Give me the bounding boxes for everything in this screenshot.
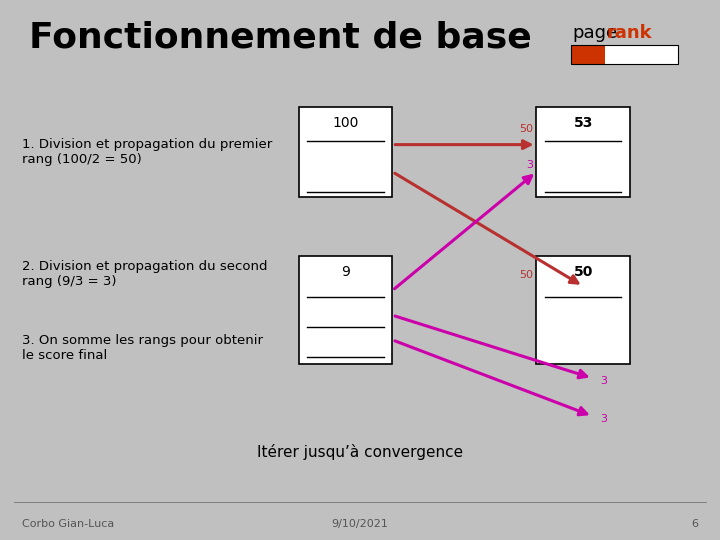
Text: 2. Division et propagation du second
rang (9/3 = 3): 2. Division et propagation du second ran…	[22, 260, 267, 288]
Text: 9/10/2021: 9/10/2021	[332, 519, 388, 529]
Bar	[299, 256, 392, 363]
Bar	[605, 45, 678, 64]
Text: 1. Division et propagation du premier
rang (100/2 = 50): 1. Division et propagation du premier ra…	[22, 138, 272, 166]
Text: 100: 100	[333, 116, 359, 130]
Text: 50: 50	[519, 270, 533, 280]
Text: 3: 3	[600, 414, 607, 424]
Text: Itérer jusqu’à convergence: Itérer jusqu’à convergence	[257, 444, 463, 460]
Text: 9: 9	[341, 265, 350, 279]
Text: Corbo Gian-Luca: Corbo Gian-Luca	[22, 519, 114, 529]
Text: 6: 6	[691, 519, 698, 529]
Bar	[571, 45, 605, 64]
Text: 3: 3	[526, 160, 533, 170]
Text: 50: 50	[574, 265, 593, 279]
Bar	[571, 45, 678, 64]
Bar	[536, 106, 630, 197]
Text: page: page	[572, 24, 618, 42]
Text: 53: 53	[574, 116, 593, 130]
Text: rank: rank	[607, 24, 652, 42]
Text: Fonctionnement de base: Fonctionnement de base	[29, 21, 531, 55]
Text: 50: 50	[519, 124, 533, 134]
Text: 3. On somme les rangs pour obtenir
le score final: 3. On somme les rangs pour obtenir le sc…	[22, 334, 263, 362]
Bar	[299, 106, 392, 197]
Text: 3: 3	[600, 376, 607, 386]
Bar	[536, 256, 630, 363]
